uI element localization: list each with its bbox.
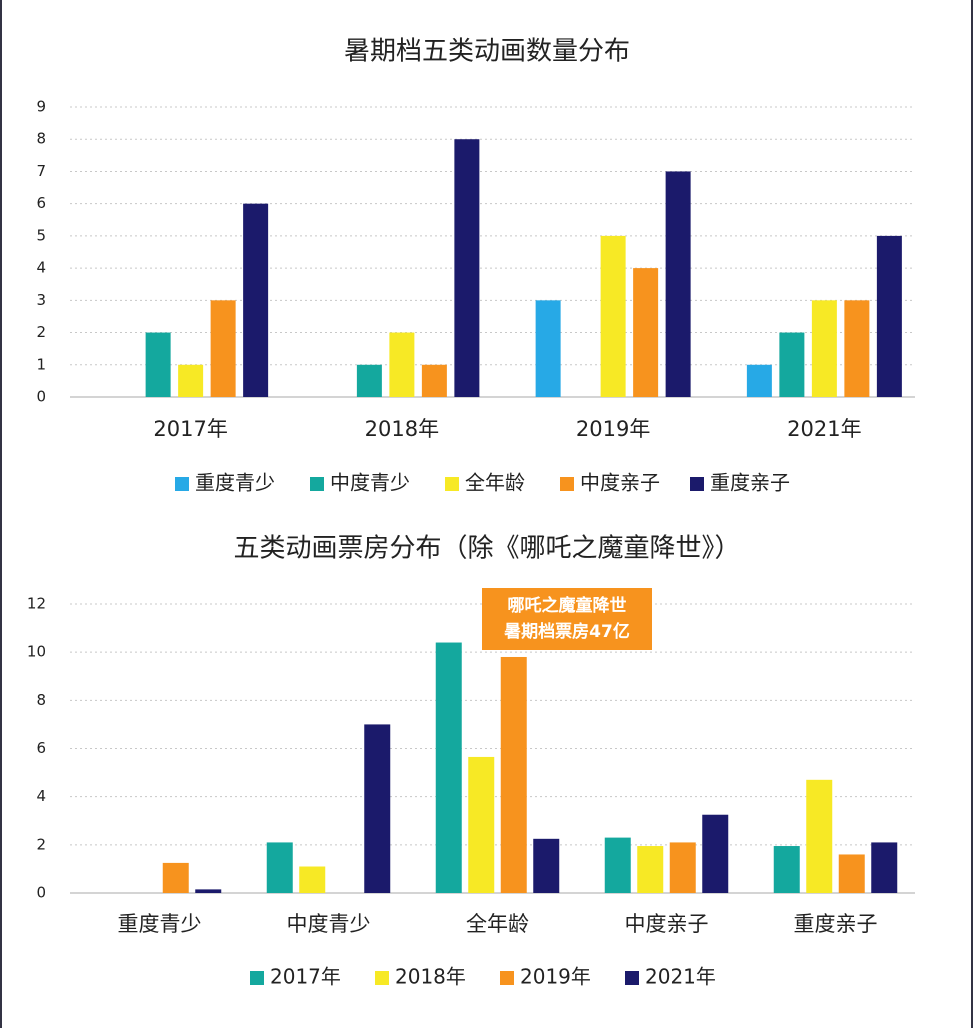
bar — [266, 842, 293, 893]
x-tick-label: 重度青少 — [118, 912, 202, 936]
y-tick-label: 5 — [36, 226, 46, 244]
legend-label: 中度亲子 — [580, 471, 660, 495]
bar — [535, 300, 561, 397]
annotation: 暑期档票房47亿 — [504, 621, 630, 642]
legend-label: 重度亲子 — [710, 471, 790, 495]
bar — [838, 854, 865, 893]
bar — [633, 268, 659, 397]
bar — [364, 724, 391, 893]
annotation-box — [482, 588, 652, 650]
bar — [210, 300, 236, 397]
y-tick-label: 6 — [36, 194, 46, 212]
legend-label: 全年龄 — [465, 471, 525, 495]
chart-title: 暑期档五类动画数量分布 — [344, 37, 630, 67]
y-tick-label: 1 — [36, 355, 46, 373]
y-tick-label: 4 — [36, 787, 46, 805]
y-tick-label: 9 — [36, 98, 46, 116]
bar — [533, 838, 560, 893]
bar — [871, 842, 898, 893]
bar — [162, 862, 189, 893]
chart-title: 五类动画票房分布（除《哪吒之魔童降世》） — [233, 534, 740, 564]
bar — [243, 203, 269, 397]
bar — [500, 656, 527, 893]
legend-label: 重度青少 — [195, 471, 275, 495]
legend-swatch — [175, 477, 189, 491]
bar — [876, 235, 902, 397]
bar — [145, 332, 171, 397]
bar — [435, 642, 462, 893]
legend-swatch — [625, 971, 639, 985]
bar — [779, 332, 805, 397]
x-tick-label: 中度亲子 — [625, 912, 709, 936]
y-tick-label: 8 — [36, 130, 46, 148]
bar — [299, 866, 326, 893]
y-tick-label: 2 — [36, 835, 46, 853]
bar — [702, 814, 729, 893]
legend-swatch — [375, 971, 389, 985]
y-tick-label: 4 — [36, 259, 46, 277]
bar — [356, 364, 382, 397]
bar — [454, 139, 480, 397]
legend-swatch — [310, 477, 324, 491]
bar — [421, 364, 447, 397]
y-tick-label: 12 — [27, 595, 46, 613]
legend-label: 2017年 — [270, 965, 341, 989]
y-tick-label: 3 — [36, 291, 46, 309]
bar — [665, 171, 691, 397]
y-tick-label: 8 — [36, 691, 46, 709]
y-tick-label: 6 — [36, 739, 46, 757]
y-tick-label: 10 — [27, 643, 46, 661]
legend-swatch — [500, 971, 514, 985]
bar — [604, 837, 631, 893]
legend-swatch — [250, 971, 264, 985]
y-tick-label: 7 — [36, 162, 46, 180]
y-tick-label: 2 — [36, 323, 46, 341]
bar — [600, 235, 626, 397]
legend-label: 2021年 — [645, 965, 716, 989]
x-tick-label: 中度青少 — [287, 912, 371, 936]
bar — [389, 332, 415, 397]
x-tick-label: 2019年 — [576, 417, 650, 441]
bar — [806, 779, 833, 893]
bar — [178, 364, 204, 397]
bar — [669, 842, 696, 893]
annotation: 哪吒之魔童降世 — [508, 595, 627, 616]
x-tick-label: 重度亲子 — [794, 912, 878, 936]
legend-swatch — [690, 477, 704, 491]
legend-label: 中度青少 — [330, 471, 410, 495]
bar — [844, 300, 870, 397]
y-tick-label: 0 — [36, 884, 46, 902]
bar — [637, 846, 664, 893]
legend-label: 2018年 — [395, 965, 466, 989]
y-tick-label: 0 — [36, 388, 46, 406]
x-tick-label: 2017年 — [153, 417, 227, 441]
bar — [195, 889, 222, 893]
legend-swatch — [445, 477, 459, 491]
bar — [811, 300, 837, 397]
bar — [773, 846, 800, 893]
x-tick-label: 2021年 — [787, 417, 861, 441]
bar — [468, 756, 495, 893]
bar — [746, 364, 772, 397]
x-tick-label: 2018年 — [365, 417, 439, 441]
legend-swatch — [560, 477, 574, 491]
x-tick-label: 全年龄 — [466, 912, 529, 936]
legend-label: 2019年 — [520, 965, 591, 989]
